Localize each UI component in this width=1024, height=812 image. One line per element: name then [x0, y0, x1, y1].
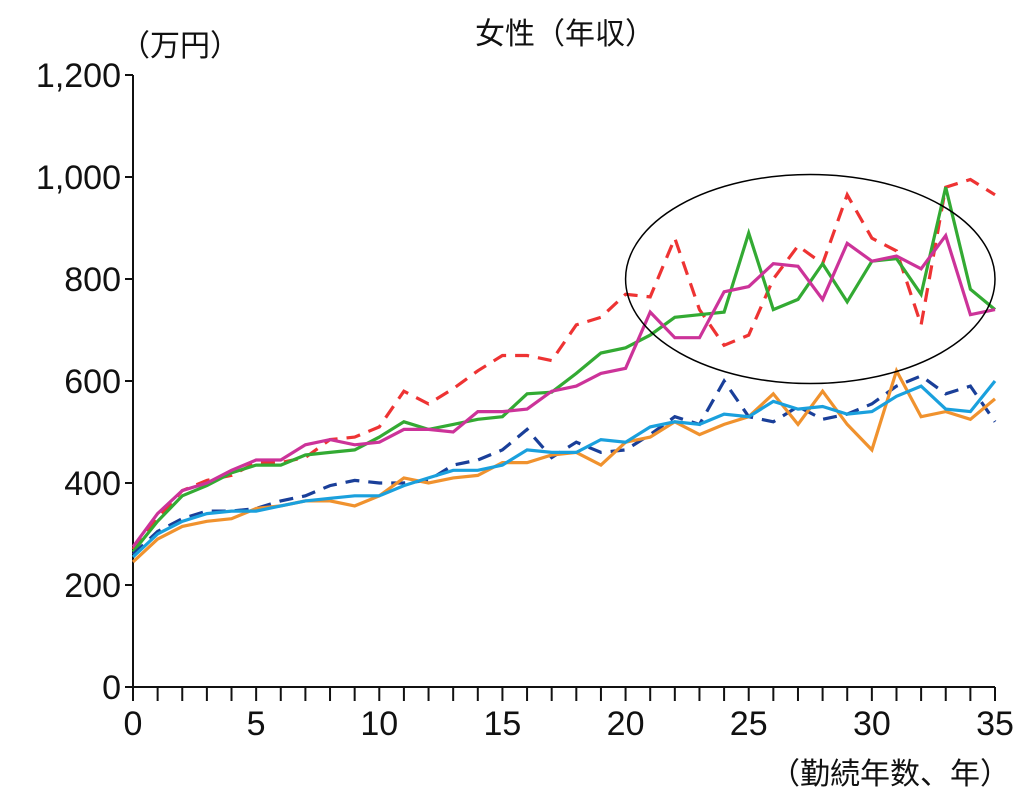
series-line-6	[131, 379, 997, 559]
x-tick-label: 15	[484, 705, 522, 743]
series-line-3	[131, 232, 996, 548]
annotations	[624, 173, 996, 385]
x-axis-unit-label: （勤続年数、年）	[770, 757, 1010, 792]
x-tick-label: 0	[124, 705, 143, 743]
x-tick-label: 35	[976, 705, 1014, 743]
x-tick-label: 20	[607, 705, 645, 743]
x-tick-label: 25	[730, 705, 768, 743]
y-tick-label: 1,000	[36, 159, 121, 197]
y-tick-label: 200	[64, 567, 121, 605]
y-tick-label: 0	[102, 669, 121, 707]
chart-text: 女性（年収） （万円） （勤続年数、年）	[120, 17, 1010, 792]
x-tick-label: 10	[360, 705, 398, 743]
y-axis-unit-label: （万円）	[120, 29, 240, 64]
highlight-ellipse	[624, 173, 996, 385]
x-tick-label: 5	[247, 705, 266, 743]
y-tick-label: 600	[64, 363, 121, 401]
y-tick-label: 400	[64, 465, 121, 503]
y-tick-label: 1,200	[36, 57, 121, 95]
y-tick-label: 800	[64, 261, 121, 299]
x-tick-label: 30	[853, 705, 891, 743]
series-group	[131, 177, 997, 564]
axes: 0 200 400 600 800 1,000 1,200 0 5 10 15 20 25 30 35	[36, 57, 1014, 743]
series-line-2	[131, 186, 997, 553]
series-line-1	[131, 177, 996, 551]
chart-title: 女性（年収）	[475, 17, 655, 52]
